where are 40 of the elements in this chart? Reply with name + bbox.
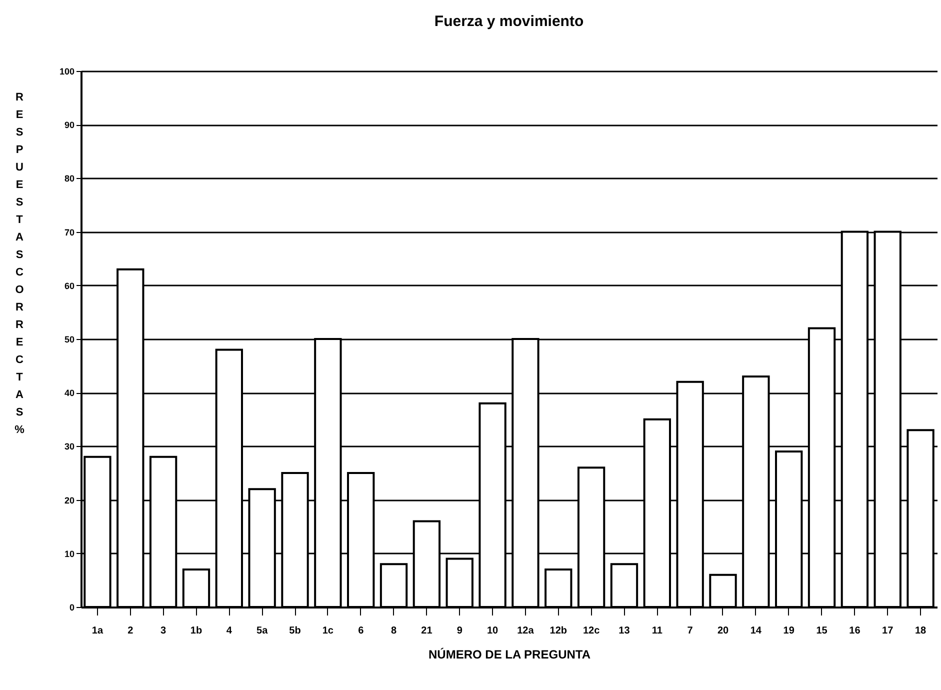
x-tick-label: 14	[750, 626, 762, 636]
x-tick-label: 1b	[190, 626, 202, 636]
y-tick-label: 70	[64, 227, 74, 238]
x-tick-label: 4	[226, 626, 232, 636]
x-tick-label: 15	[816, 626, 828, 636]
x-tick-label: 6	[358, 626, 364, 636]
x-tick-label: 19	[783, 626, 795, 636]
x-tick-label: 16	[849, 626, 861, 636]
x-tick-label: 9	[456, 626, 463, 636]
x-tick-label: 20	[717, 626, 729, 636]
y-tick-label: 60	[64, 280, 74, 291]
text: RESPUESTAS CORRECTAS %	[14, 92, 24, 436]
x-tick-label: 2	[128, 626, 134, 636]
x-tick-label: 8	[390, 626, 397, 636]
x-tick-label: 11	[652, 626, 663, 636]
x-axis-title: NÚMERO DE LA PREGUNTA	[428, 648, 591, 662]
x-tick-label: 12c	[582, 626, 600, 636]
x-tick-label: 5a	[256, 626, 268, 636]
x-tick-label: 1a	[92, 626, 104, 636]
y-tick-label: 80	[64, 174, 74, 184]
x-tick-label: 13	[618, 626, 630, 636]
y-tick-label: 50	[64, 334, 74, 344]
y-tick-label: 90	[64, 120, 74, 130]
x-tick-label: 21	[421, 626, 433, 636]
y-tick-label: 0	[69, 602, 74, 612]
y-tick-label: 100	[59, 66, 74, 76]
y-tick-label: 10	[64, 548, 74, 559]
x-tick-label: 3	[160, 626, 167, 636]
x-tick-label: 1c	[322, 626, 334, 636]
x-tick-label: 12a	[517, 626, 534, 636]
x-tick-label: 12b	[550, 626, 567, 636]
x-tick-label: 18	[914, 626, 927, 636]
y-tick-label: 40	[64, 388, 74, 398]
x-tick-label: 10	[486, 626, 499, 636]
x-tick-label: 5b	[289, 626, 301, 636]
x-tick-label: 17	[882, 626, 894, 636]
y-tick-label: 30	[64, 442, 74, 452]
chart-title: Fuerza y movimiento	[434, 13, 584, 30]
y-tick-label: 20	[64, 495, 74, 506]
x-tick-label: 7	[687, 626, 694, 636]
